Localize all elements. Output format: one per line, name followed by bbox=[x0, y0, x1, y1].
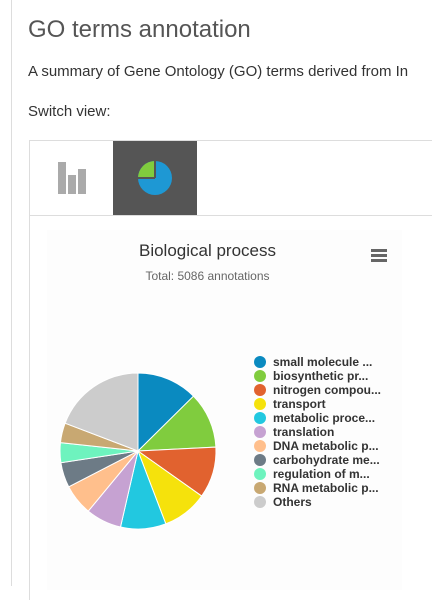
chart-subtitle: Total: 5086 annotations bbox=[30, 269, 385, 283]
legend-marker bbox=[254, 496, 266, 508]
legend-label: metabolic proce... bbox=[273, 411, 375, 425]
legend-marker bbox=[254, 482, 266, 494]
legend-item[interactable]: transport bbox=[254, 397, 381, 411]
legend-item[interactable]: translation bbox=[254, 425, 381, 439]
legend-label: small molecule ... bbox=[273, 355, 372, 369]
left-border bbox=[11, 0, 12, 586]
chart-panel: Biological process Total: 5086 annotatio… bbox=[29, 140, 432, 600]
legend-marker bbox=[254, 356, 266, 368]
legend-marker bbox=[254, 412, 266, 424]
panel-divider bbox=[30, 215, 432, 216]
legend-item[interactable]: DNA metabolic p... bbox=[254, 439, 381, 453]
legend-label: nitrogen compou... bbox=[273, 383, 381, 397]
legend-marker bbox=[254, 370, 266, 382]
legend-label: DNA metabolic p... bbox=[273, 439, 379, 453]
legend-item[interactable]: regulation of m... bbox=[254, 467, 381, 481]
legend-label: RNA metabolic p... bbox=[273, 481, 379, 495]
bar-chart-view-button[interactable] bbox=[30, 141, 114, 215]
legend-marker bbox=[254, 454, 266, 466]
legend-item[interactable]: Others bbox=[254, 495, 381, 509]
legend-marker bbox=[254, 398, 266, 410]
page-title: GO terms annotation bbox=[28, 16, 251, 44]
pie-chart bbox=[58, 371, 218, 531]
legend-marker bbox=[254, 440, 266, 452]
legend-item[interactable]: metabolic proce... bbox=[254, 411, 381, 425]
legend-item[interactable]: small molecule ... bbox=[254, 355, 381, 369]
switch-view-label: Switch view: bbox=[28, 103, 111, 120]
legend-item[interactable]: carbohydrate me... bbox=[254, 453, 381, 467]
chart-legend: small molecule ... biosynthetic pr... nitr… bbox=[254, 355, 381, 509]
legend-item[interactable]: nitrogen compou... bbox=[254, 383, 381, 397]
legend-marker bbox=[254, 384, 266, 396]
legend-label: transport bbox=[273, 397, 326, 411]
legend-label: biosynthetic pr... bbox=[273, 369, 368, 383]
summary-text: A summary of Gene Ontology (GO) terms de… bbox=[28, 63, 408, 80]
legend-item[interactable]: RNA metabolic p... bbox=[254, 481, 381, 495]
chart-title: Biological process bbox=[30, 241, 385, 261]
hamburger-menu-icon[interactable] bbox=[368, 245, 390, 267]
pie-chart-view-button[interactable] bbox=[113, 141, 197, 215]
legend-marker bbox=[254, 426, 266, 438]
legend-label: translation bbox=[273, 425, 334, 439]
legend-label: Others bbox=[273, 495, 312, 509]
pie-chart-icon bbox=[137, 160, 173, 196]
legend-label: carbohydrate me... bbox=[273, 453, 380, 467]
legend-item[interactable]: biosynthetic pr... bbox=[254, 369, 381, 383]
legend-label: regulation of m... bbox=[273, 467, 370, 481]
bar-chart-icon bbox=[57, 162, 87, 194]
legend-marker bbox=[254, 468, 266, 480]
